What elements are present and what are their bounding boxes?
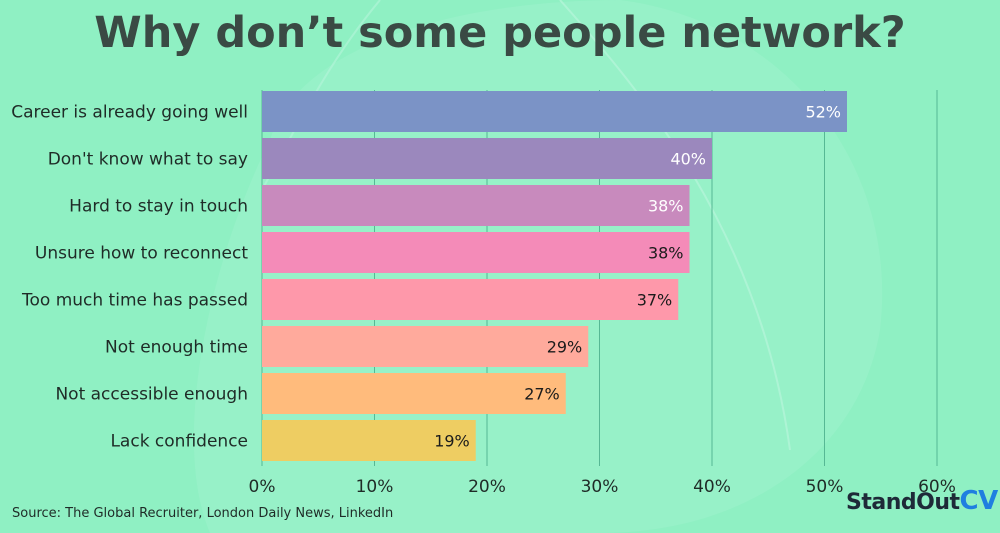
- source-note: Source: The Global Recruiter, London Dai…: [12, 506, 394, 521]
- bar: [262, 279, 679, 320]
- x-tick-label: 10%: [356, 477, 394, 497]
- category-label: Unsure how to reconnect: [35, 244, 248, 264]
- bar-value-label: 19%: [434, 432, 470, 451]
- category-label: Lack confidence: [110, 432, 248, 452]
- bar: [262, 138, 712, 179]
- x-axis-ticks: 0% 10% 20% 30% 40% 50% 60%: [249, 477, 956, 497]
- logo-text-cv: CV: [959, 486, 999, 516]
- standout-cv-logo: StandOutCV: [846, 486, 998, 516]
- bar: [262, 91, 847, 132]
- category-label: Career is already going well: [11, 103, 248, 123]
- x-tick-label: 50%: [806, 477, 844, 497]
- x-tick-label: 0%: [249, 477, 276, 497]
- category-label: Not enough time: [105, 338, 248, 358]
- chart-title: Why don’t some people network?: [94, 8, 906, 58]
- x-tick-label: 30%: [581, 477, 619, 497]
- x-tick-label: 40%: [693, 477, 731, 497]
- bar-value-label: 40%: [670, 150, 706, 169]
- bar-value-label: 29%: [547, 338, 583, 357]
- x-tick-label: 20%: [468, 477, 506, 497]
- bar: [262, 185, 690, 226]
- category-label: Not accessible enough: [55, 385, 248, 405]
- bar-value-label: 38%: [648, 197, 684, 216]
- bar-value-label: 52%: [805, 103, 841, 122]
- category-labels: Career is already going well Don't know w…: [11, 103, 248, 452]
- logo-text-standout: StandOut: [846, 490, 960, 515]
- category-label: Don't know what to say: [48, 150, 248, 170]
- bar: [262, 373, 566, 414]
- bar-value-label: 37%: [637, 291, 673, 310]
- bar: [262, 232, 690, 273]
- bar: [262, 326, 589, 367]
- category-label: Too much time has passed: [21, 291, 248, 311]
- bar: [262, 420, 476, 461]
- x-tick-label: 60%: [918, 477, 956, 497]
- category-label: Hard to stay in touch: [69, 197, 248, 217]
- bars: 52% 40% 38% 38% 37% 29% 27% 19%: [262, 91, 847, 461]
- bar-value-label: 27%: [524, 385, 560, 404]
- bar-value-label: 38%: [648, 244, 684, 263]
